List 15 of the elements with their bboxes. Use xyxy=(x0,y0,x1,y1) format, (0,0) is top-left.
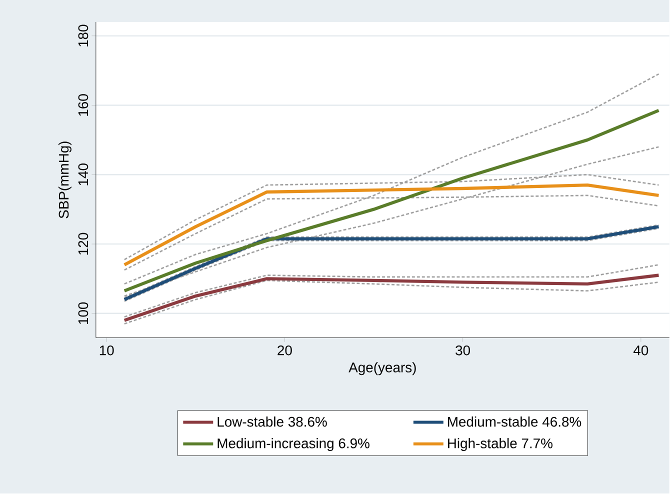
legend-label: Medium-increasing 6.9% xyxy=(218,438,370,452)
x-tick-label: 10 xyxy=(100,346,114,356)
x-tick-label: 40 xyxy=(633,346,648,356)
y-tick-label: 120 xyxy=(78,233,88,255)
legend-label: Medium-stable 46.8% xyxy=(448,416,582,427)
x-tick-label: 30 xyxy=(456,346,470,356)
y-tick-label: 100 xyxy=(78,302,88,324)
x-tick-label: 20 xyxy=(278,346,292,356)
legend-label: Low-stable 38.6% xyxy=(218,416,327,427)
y-axis-title: SBP(mmHg) xyxy=(58,142,72,219)
y-tick-label: 180 xyxy=(78,24,88,47)
y-tick-label: 160 xyxy=(78,94,88,116)
x-axis-title: Age(years) xyxy=(348,362,416,376)
y-tick-label: 140 xyxy=(78,164,88,186)
legend-label: High-stable 7.7% xyxy=(448,438,552,452)
